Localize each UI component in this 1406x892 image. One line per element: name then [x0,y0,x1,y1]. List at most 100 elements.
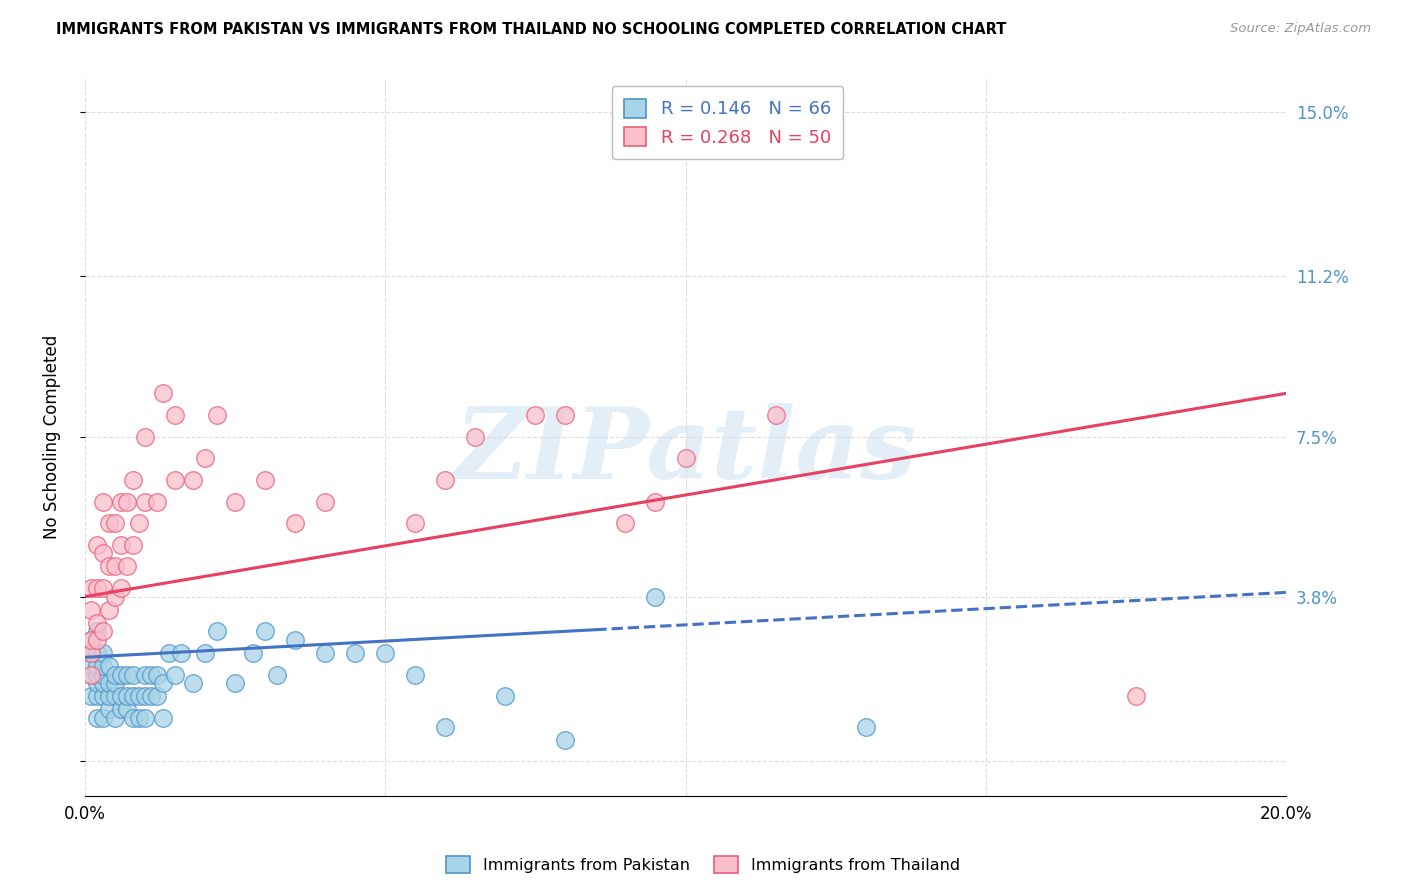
Point [97,690,120,704]
Point [86,646,108,660]
Point [80,603,103,617]
Point [104,676,127,690]
Legend: R = 0.146   N = 66, R = 0.268   N = 50: R = 0.146 N = 66, R = 0.268 N = 50 [612,87,844,160]
Point [97,603,120,617]
Point [91,546,114,560]
Point [97,559,120,574]
Point [80,632,103,647]
Point [146,690,169,704]
Point [434,473,457,487]
Point [91,659,114,673]
Point [344,646,367,660]
Point [253,473,276,487]
Text: ZIPatlas: ZIPatlas [454,402,917,500]
Point [80,659,103,673]
Text: IMMIGRANTS FROM PAKISTAN VS IMMIGRANTS FROM THAILAND NO SCHOOLING COMPLETED CORR: IMMIGRANTS FROM PAKISTAN VS IMMIGRANTS F… [56,22,1007,37]
Point [675,451,697,466]
Point [110,702,132,716]
Point [110,690,132,704]
Point [157,646,180,660]
Point [80,667,103,681]
Point [644,494,666,508]
Point [314,646,336,660]
Point [97,659,120,673]
Point [134,667,156,681]
Point [266,667,288,681]
Point [115,494,138,508]
Point [554,732,576,747]
Point [524,408,547,422]
Point [121,667,143,681]
Point [163,473,186,487]
Point [152,676,174,690]
Point [80,581,103,595]
Point [91,646,114,660]
Point [146,667,169,681]
Point [80,646,103,660]
Point [494,690,516,704]
Point [86,676,108,690]
Point [139,690,162,704]
Point [104,711,127,725]
Point [121,711,143,725]
Point [110,538,132,552]
Point [86,711,108,725]
Point [80,646,103,660]
Point [91,711,114,725]
Point [224,494,246,508]
Point [86,624,108,639]
Point [121,538,143,552]
Point [163,408,186,422]
Point [128,711,150,725]
Point [80,667,103,681]
Point [128,516,150,530]
Point [464,429,486,443]
Point [115,690,138,704]
Point [91,624,114,639]
Point [80,690,103,704]
Point [855,719,877,733]
Point [170,646,193,660]
Point [374,646,396,660]
Point [86,632,108,647]
Point [134,429,156,443]
Point [404,516,426,530]
Point [194,646,217,660]
Point [91,667,114,681]
Point [97,702,120,716]
Point [110,581,132,595]
Point [146,494,169,508]
Point [121,690,143,704]
Point [152,711,174,725]
Point [110,667,132,681]
Point [91,494,114,508]
Point [86,615,108,630]
Legend: Immigrants from Pakistan, Immigrants from Thailand: Immigrants from Pakistan, Immigrants fro… [440,849,966,880]
Point [404,667,426,681]
Point [97,676,120,690]
Point [205,624,228,639]
Point [104,516,127,530]
Point [614,516,637,530]
Point [134,711,156,725]
Point [644,590,666,604]
Point [86,538,108,552]
Point [91,690,114,704]
Point [1125,690,1147,704]
Point [86,690,108,704]
Point [765,408,787,422]
Point [224,676,246,690]
Point [115,559,138,574]
Point [97,516,120,530]
Point [115,702,138,716]
Point [104,559,127,574]
Point [253,624,276,639]
Point [205,408,228,422]
Point [91,676,114,690]
Point [242,646,264,660]
Point [104,667,127,681]
Point [121,473,143,487]
Point [86,581,108,595]
Point [434,719,457,733]
Point [181,473,204,487]
